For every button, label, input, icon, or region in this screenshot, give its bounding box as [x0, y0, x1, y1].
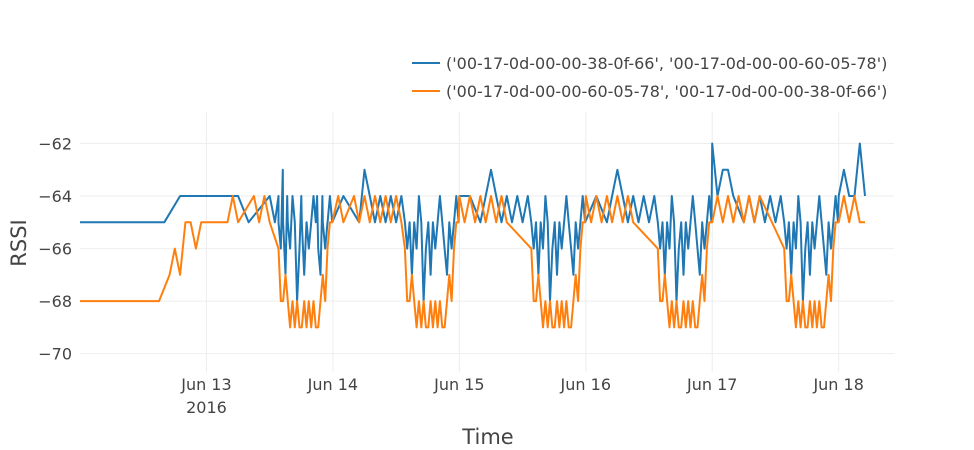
y-tick-label: −62 — [38, 135, 72, 154]
series-lines — [80, 142, 866, 329]
x-tick-sublabel: 2016 — [186, 398, 227, 417]
y-tick-label: −68 — [38, 292, 72, 311]
x-tick-label: Jun 15 — [433, 375, 484, 394]
y-tick-label: −70 — [38, 345, 72, 364]
x-tick-label: Jun 17 — [686, 375, 737, 394]
legend-label-2: ('00-17-0d-00-00-60-05-78', '00-17-0d-00… — [446, 82, 887, 101]
x-tick-label: Jun 13 — [180, 375, 231, 394]
legend-item-2[interactable]: ('00-17-0d-00-00-60-05-78', '00-17-0d-00… — [412, 82, 887, 101]
x-tick-labels: Jun 13 2016 Jun 14 Jun 15 Jun 16 Jun 17 Jun 18 — [180, 375, 864, 417]
x-tick-label: Jun 16 — [560, 375, 611, 394]
series-line-1 — [80, 142, 866, 303]
y-gridlines — [80, 143, 894, 355]
y-tick-labels: −62 −64 −66 −68 −70 — [38, 135, 72, 364]
x-axis-title: Time — [461, 425, 513, 449]
y-axis-title: RSSI — [7, 219, 31, 266]
legend-item-1[interactable]: ('00-17-0d-00-00-38-0f-66', '00-17-0d-00… — [412, 54, 887, 73]
y-tick-label: −66 — [38, 240, 72, 259]
x-tick-label: Jun 14 — [307, 375, 358, 394]
legend[interactable]: ('00-17-0d-00-00-38-0f-66', '00-17-0d-00… — [412, 54, 887, 101]
legend-label-1: ('00-17-0d-00-00-38-0f-66', '00-17-0d-00… — [446, 54, 887, 73]
series-line-2 — [80, 195, 865, 329]
x-gridlines — [205, 112, 840, 372]
x-tick-label: Jun 18 — [812, 375, 863, 394]
y-tick-label: −64 — [38, 187, 72, 206]
